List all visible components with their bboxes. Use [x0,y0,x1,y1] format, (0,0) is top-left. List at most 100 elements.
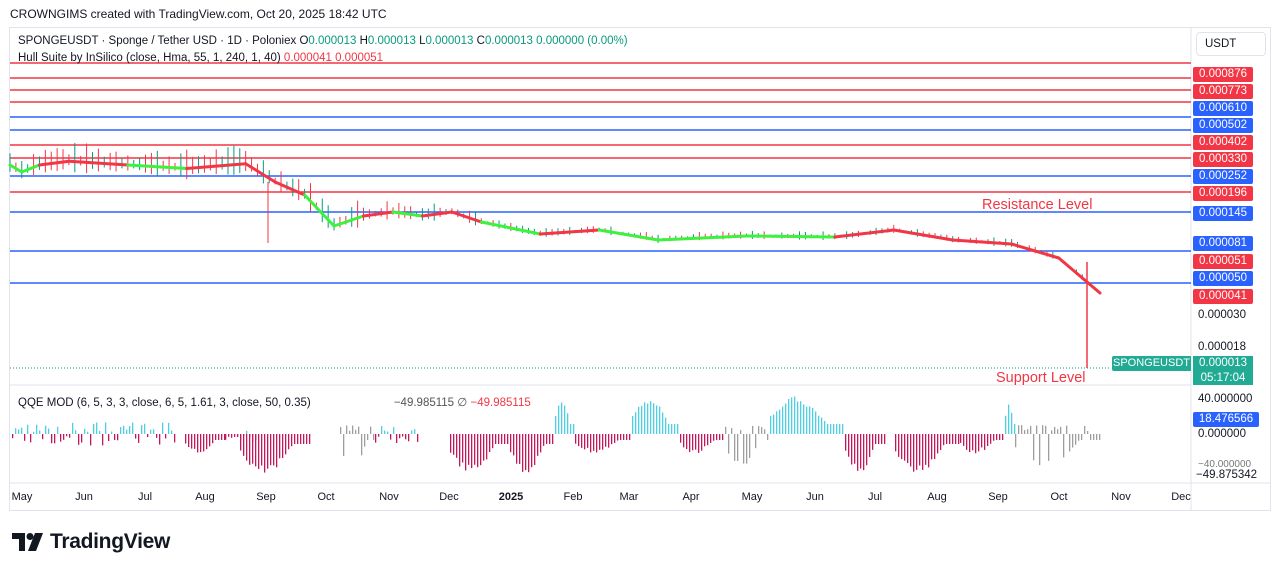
symbol-legend[interactable]: SPONGEUSDT · Sponge / Tether USD · 1D · … [18,35,628,47]
price-tag: 0.000502 [1193,118,1253,133]
qqe-bar [1078,434,1080,441]
time-axis-label: Mar [620,491,639,503]
time-axis-label: Sep [256,491,276,503]
price-tag: 0.000081 [1193,236,1253,251]
qqe-bar [758,426,760,434]
qqe-bar [561,402,563,434]
qqe-bar [788,398,790,434]
qqe-bar [581,434,583,448]
qqe-bar [584,434,586,450]
qqe-bar [378,434,380,437]
qqe-bar [390,434,392,440]
qqe-bar [99,430,101,434]
qqe-bar [507,434,509,444]
high-label: H [359,35,368,47]
price-tag: 0.000876 [1193,67,1253,82]
qqe-bar [1093,434,1095,440]
hull-segment [420,210,454,218]
qqe-bar [373,434,375,440]
qqe-bar [725,426,727,434]
qqe-bar [641,405,643,434]
hull-value-1: 0.000041 [283,52,332,64]
price-label: 0.000018 [1198,341,1246,353]
qqe-bar [525,434,527,471]
level-lines[interactable] [10,62,1191,284]
qqe-bar [608,434,610,448]
last-price-symbol-tag: SPONGEUSDT [1112,356,1191,371]
qqe-bar [812,407,814,434]
qqe-bar [710,434,712,443]
brand-name: TradingView [50,530,171,553]
qqe-bar [258,434,260,470]
qqe-bar [212,434,214,444]
qqe-bar [15,428,17,434]
hull-line[interactable] [8,159,1102,295]
qqe-legend[interactable]: QQE MOD (6, 5, 3, 3, close, 6, 5, 1.61, … [18,395,531,409]
qqe-histogram[interactable] [12,396,1101,473]
qqe-bar [159,434,161,445]
qqe-bar [279,434,281,459]
qqe-bar [352,425,354,434]
qqe-bar [367,434,369,440]
qqe-bar [81,434,83,443]
tradingview-logo[interactable]: TradingView [12,530,170,554]
qqe-bar [614,434,616,443]
close-label: C [476,35,485,47]
price-tag: 0.000050 [1193,271,1253,286]
qqe-bar [1015,434,1017,448]
qqe-bar [833,424,835,434]
qqe-bar [1042,425,1044,434]
qqe-bar [340,427,342,434]
time-axis-label: Nov [1111,491,1131,503]
qqe-bar [123,425,125,434]
qqe-bar [343,434,345,457]
qqe-bar [683,434,685,448]
qqe-bar [282,434,284,459]
qqe-bar [919,434,921,466]
qqe-bar [599,434,601,450]
qqe-bar [931,434,933,460]
hull-legend[interactable]: Hull Suite by InSilico (close, Hma, 55, … [18,52,383,64]
hull-segment [479,220,542,236]
currency-button[interactable]: USDT [1196,32,1266,56]
qqe-bar [555,415,557,434]
countdown-tag: 05:17:04 [1193,371,1253,385]
qqe-bar [791,397,793,434]
time-axis[interactable]: May Jun Jul Aug Sep Oct Nov Dec 2025 Feb Mar Apr May… [12,491,1192,503]
qqe-bar [147,434,149,438]
qqe-bar [857,434,859,471]
qqe-bar [117,434,119,441]
qqe-bar [960,434,962,443]
qqe-bar [54,434,56,444]
qqe-bar [188,434,190,448]
qqe-bar [306,434,308,444]
qqe-bar [570,424,572,434]
qqe-scale-zero: 0.000000 [1198,428,1246,440]
qqe-bar [90,434,92,446]
symbol-name: SPONGEUSDT · Sponge / Tether USD · 1D · … [18,35,297,47]
qqe-value-2: −49.985115 [470,397,531,409]
price-tag: 0.000610 [1193,101,1253,116]
qqe-bar [270,434,272,466]
qqe-bar [827,424,829,434]
qqe-bar [162,422,164,434]
qqe-bar [916,434,918,470]
qqe-bar [704,434,706,447]
qqe-bar [656,405,658,434]
qqe-bar [1014,424,1016,434]
qqe-bar [501,434,503,444]
qqe-bar [934,434,936,460]
qqe-bar [659,406,661,434]
qqe-bar [534,434,536,465]
qqe-bar [638,406,640,434]
qqe-bar [495,434,497,444]
qqe-bar [300,434,302,444]
qqe-bar [1069,434,1071,452]
time-axis-label: Apr [682,491,699,503]
qqe-bar [671,424,673,434]
qqe-bar [987,434,989,447]
hull-segment [37,159,71,167]
qqe-bar [45,425,47,434]
qqe-bar [881,434,883,444]
